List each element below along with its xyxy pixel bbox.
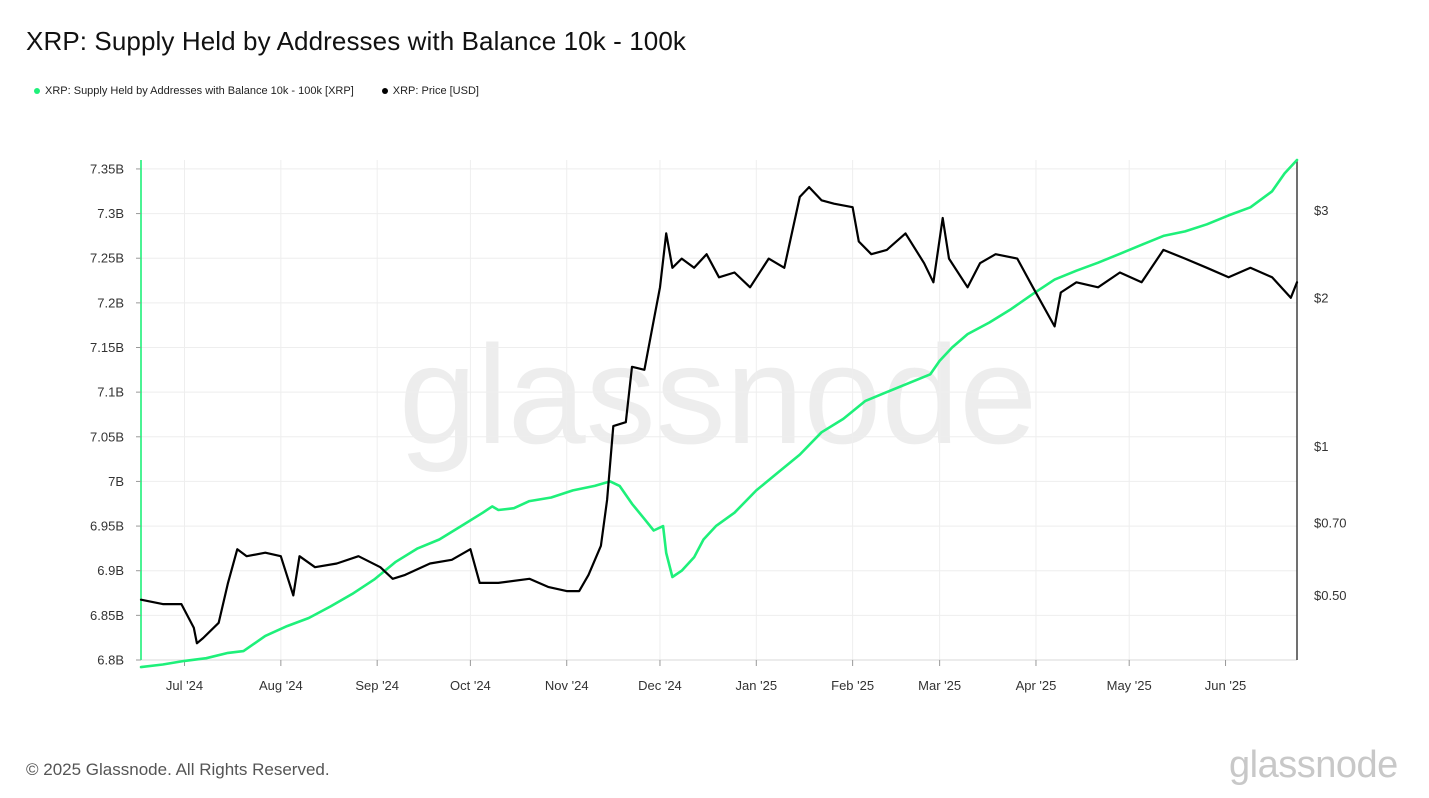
chart-title: XRP: Supply Held by Addresses with Balan… <box>26 26 686 56</box>
copyright-text: © 2025 Glassnode. All Rights Reserved. <box>26 760 330 779</box>
x-tick-label: Jun '25 <box>1205 678 1247 693</box>
x-tick-label: Oct '24 <box>450 678 491 693</box>
left-tick-label: 7.3B <box>97 206 124 221</box>
legend-label-price: XRP: Price [USD] <box>392 85 479 97</box>
x-tick-label: Jan '25 <box>736 678 778 693</box>
right-tick-label: $1 <box>1314 439 1328 454</box>
left-tick-label: 7.2B <box>97 295 124 310</box>
legend-item-price[interactable]: XRP: Price [USD] <box>381 85 479 97</box>
watermark-text: glassnode <box>399 316 1037 473</box>
series-line-price <box>139 186 1299 645</box>
legend-dot-supply <box>34 88 40 94</box>
left-tick-label: 6.85B <box>90 608 124 623</box>
left-tick-label: 6.8B <box>97 653 124 668</box>
left-tick-label: 6.95B <box>90 519 124 534</box>
axes <box>140 160 1298 661</box>
left-tick-label: 7.05B <box>90 429 124 444</box>
x-tick-label: Dec '24 <box>638 678 682 693</box>
right-tick-label: $3 <box>1314 203 1328 218</box>
left-tick-label: 7.35B <box>90 161 124 176</box>
legend: XRP: Supply Held by Addresses with Balan… <box>34 85 479 97</box>
x-axis: Jul '24 Aug '24 Sep '24 Oct '24 Nov '24 Dec '… <box>166 660 1246 693</box>
x-tick-label: Jul '24 <box>166 678 203 693</box>
x-tick-label: Nov '24 <box>545 678 589 693</box>
left-tick-label: 7B <box>108 474 124 489</box>
right-tick-label: $0.50 <box>1314 588 1347 603</box>
right-tick-label: $2 <box>1314 290 1328 305</box>
left-tick-label: 7.25B <box>90 251 124 266</box>
x-tick-label: May '25 <box>1107 678 1152 693</box>
series-line-supply <box>139 158 1299 669</box>
legend-label-supply: XRP: Supply Held by Addresses with Balan… <box>45 85 354 97</box>
legend-dot-price <box>381 88 388 94</box>
grid-lines <box>141 160 1297 661</box>
left-tick-label: 7.15B <box>90 340 124 355</box>
x-tick-label: Mar '25 <box>918 678 961 693</box>
series-lines <box>139 158 1299 669</box>
x-tick-label: Feb '25 <box>831 678 874 693</box>
left-y-axis: 6.8B 6.85B 6.9B 6.95B 7B 7.05B 7.1B 7.15B 7.2B 7.… <box>90 161 141 668</box>
x-tick-label: Apr '25 <box>1016 678 1057 693</box>
left-tick-label: 6.9B <box>97 563 124 578</box>
x-tick-label: Aug '24 <box>259 678 303 693</box>
glassnode-logo: glassnode <box>1229 744 1398 786</box>
x-tick-label: Sep '24 <box>355 678 399 693</box>
legend-item-supply[interactable]: XRP: Supply Held by Addresses with Balan… <box>34 85 354 97</box>
left-tick-label: 7.1B <box>97 385 124 400</box>
right-y-axis: $0.50 $0.70 $1 $2 $3 <box>1314 203 1347 603</box>
right-tick-label: $0.70 <box>1314 516 1347 531</box>
